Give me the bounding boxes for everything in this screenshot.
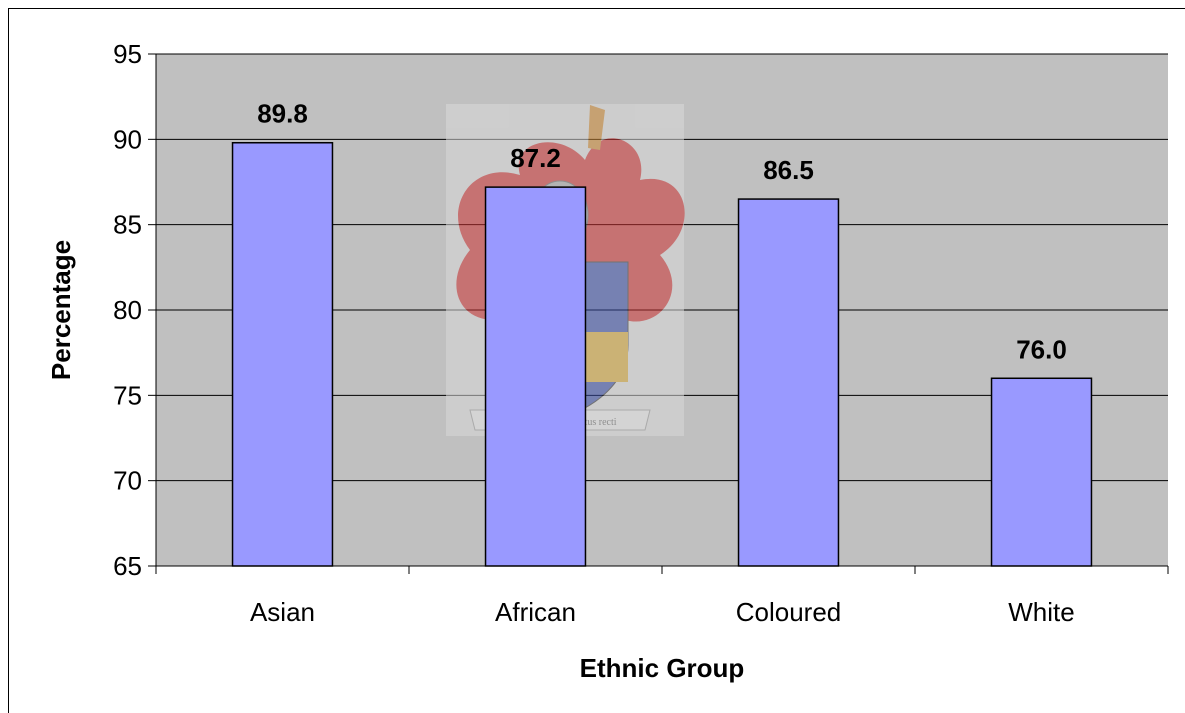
- x-axis-title: Ethnic Group: [580, 653, 745, 683]
- axes: [148, 53, 1169, 574]
- x-tick-label: White: [1008, 597, 1074, 627]
- y-tick-label: 90: [113, 124, 142, 154]
- data-label: 89.8: [257, 99, 308, 129]
- data-label: 76.0: [1016, 334, 1067, 364]
- labels: 65 70 75 80 85 90 95 Asian 89.8 African 87.2 Colour…: [113, 39, 1075, 627]
- torch-icon: [588, 105, 605, 150]
- y-tick-label: 75: [113, 380, 142, 410]
- y-tick-label: 95: [113, 39, 142, 69]
- x-tick-label: Coloured: [736, 597, 842, 627]
- chart-frame: [8, 8, 1185, 713]
- y-tick-label: 85: [113, 210, 142, 240]
- bars: [231, 141, 1093, 567]
- x-tick-label: African: [495, 597, 576, 627]
- data-label: 86.5: [763, 155, 814, 185]
- x-tick-label: Asian: [250, 597, 315, 627]
- y-tick-label: 65: [113, 551, 142, 581]
- bar-white: [990, 377, 1093, 567]
- bar-asian: [231, 141, 334, 567]
- y-tick-label: 70: [113, 466, 142, 496]
- bar-coloured: [737, 198, 840, 567]
- data-label: 87.2: [510, 143, 561, 173]
- y-tick-label: 80: [113, 295, 142, 325]
- bar-african: [484, 186, 587, 567]
- y-axis-title: Percentage: [46, 240, 76, 380]
